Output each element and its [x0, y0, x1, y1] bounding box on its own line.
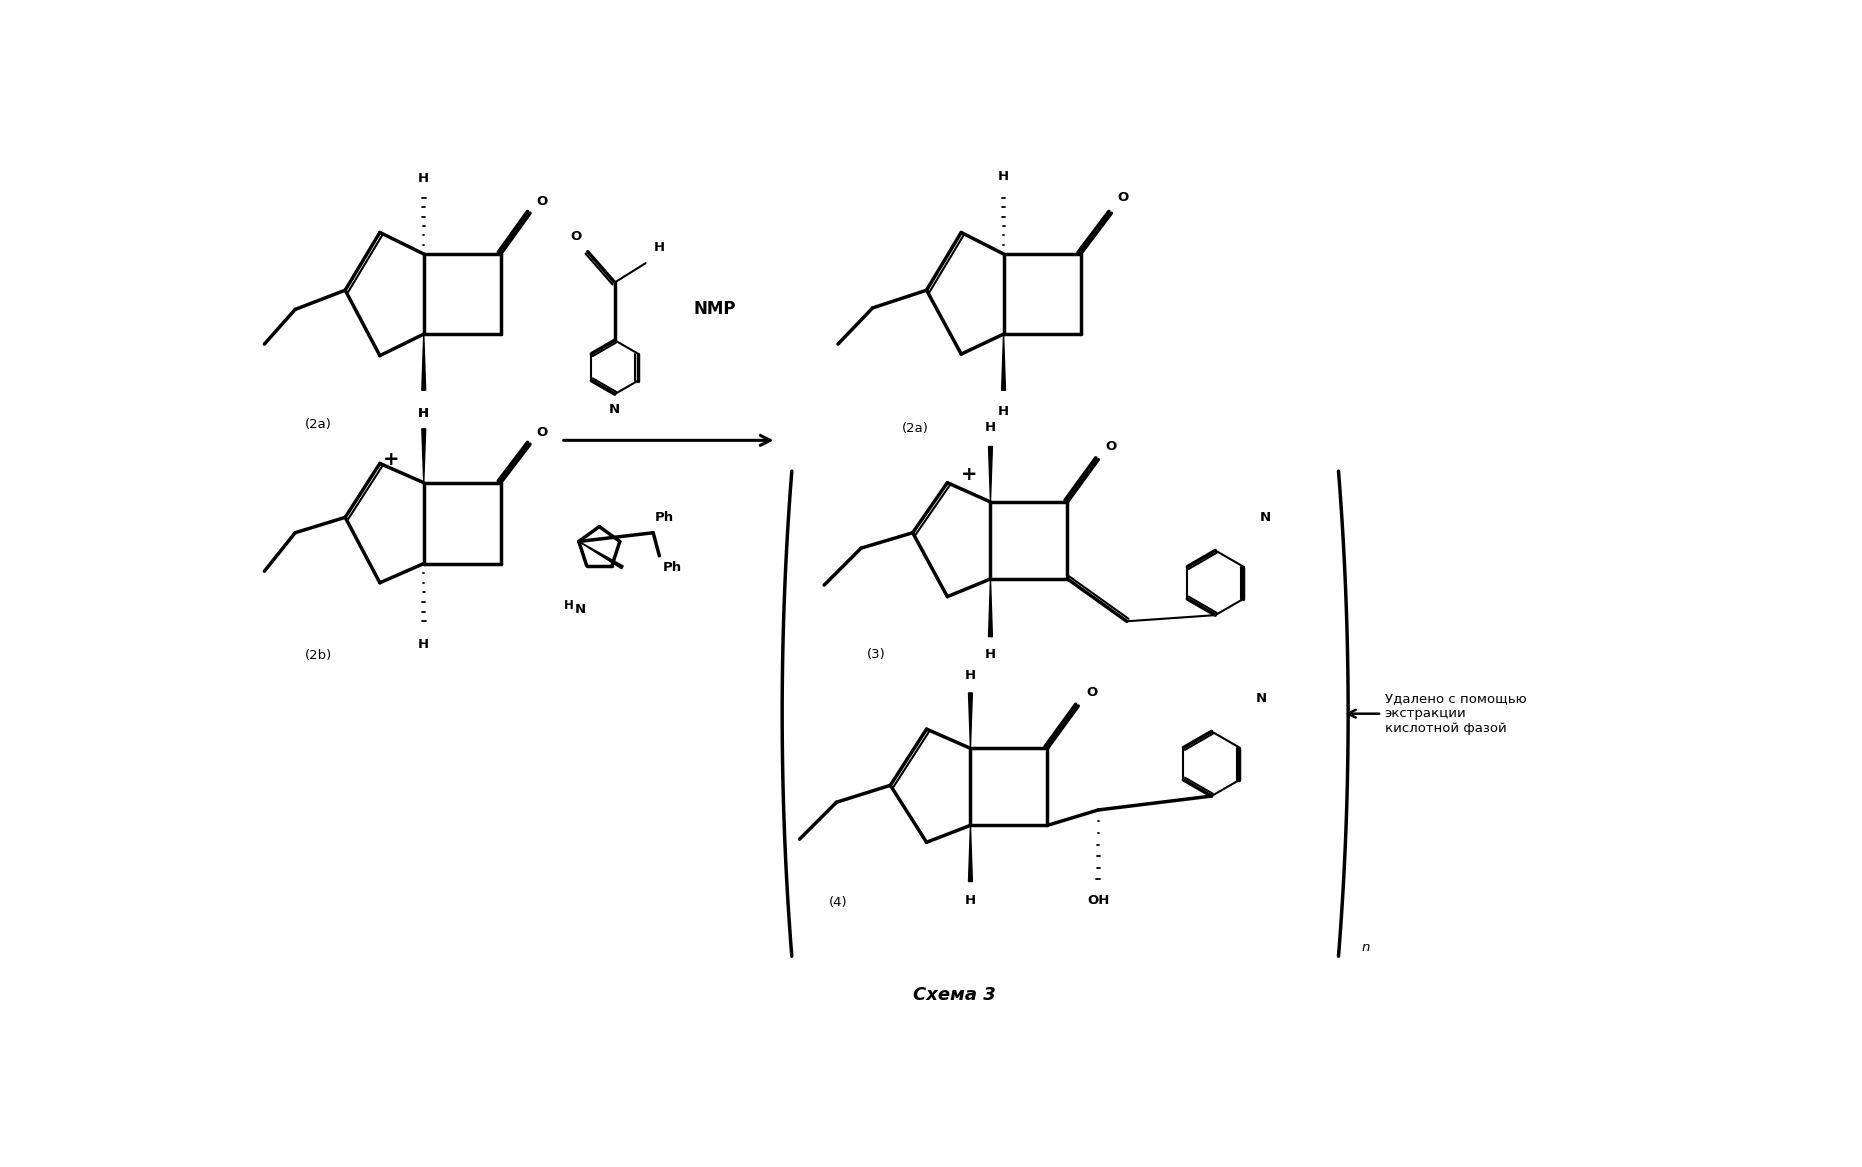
Text: N: N — [609, 403, 620, 417]
Polygon shape — [423, 334, 426, 390]
Text: OH: OH — [1087, 894, 1110, 907]
Text: H: H — [419, 172, 430, 186]
Text: O: O — [536, 426, 547, 439]
Text: (4): (4) — [829, 896, 847, 909]
Text: Схема 3: Схема 3 — [912, 986, 996, 1004]
Text: H: H — [965, 894, 976, 907]
Text: O: O — [536, 195, 547, 208]
Text: +: + — [384, 450, 400, 469]
Text: Удалено с помощью
экстракции
кислотной фазой: Удалено с помощью экстракции кислотной ф… — [1348, 692, 1527, 735]
Polygon shape — [423, 428, 426, 483]
Polygon shape — [1002, 334, 1005, 390]
Polygon shape — [579, 541, 624, 568]
Text: (2a): (2a) — [305, 419, 331, 432]
Polygon shape — [968, 825, 972, 881]
Text: H: H — [998, 405, 1009, 418]
Text: H: H — [654, 242, 665, 254]
Text: H: H — [419, 407, 430, 420]
Text: H: H — [419, 638, 430, 651]
Polygon shape — [989, 579, 992, 637]
Text: Ph: Ph — [655, 511, 674, 524]
Polygon shape — [989, 447, 992, 502]
Text: H: H — [985, 648, 996, 661]
Text: N: N — [1257, 692, 1266, 705]
Text: H: H — [998, 170, 1009, 183]
Text: O: O — [1106, 440, 1117, 453]
Text: n: n — [1361, 941, 1370, 953]
Text: H: H — [965, 669, 976, 682]
Text: Ph: Ph — [663, 561, 681, 574]
Text: +: + — [961, 466, 978, 484]
Text: N: N — [575, 603, 587, 616]
Text: O: O — [570, 230, 581, 243]
Text: (2a): (2a) — [901, 422, 929, 435]
Text: H: H — [419, 407, 430, 420]
Text: H: H — [564, 600, 573, 613]
Text: (3): (3) — [868, 648, 886, 661]
Text: O: O — [1117, 191, 1128, 204]
Polygon shape — [968, 693, 972, 748]
Text: NMP: NMP — [693, 300, 735, 319]
Text: (2b): (2b) — [305, 650, 331, 663]
Text: O: O — [1087, 686, 1099, 699]
Text: N: N — [1261, 511, 1272, 524]
Text: H: H — [985, 421, 996, 434]
